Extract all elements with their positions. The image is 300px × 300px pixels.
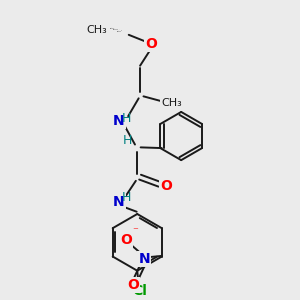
Text: N: N [113, 195, 124, 209]
Text: ⁻: ⁻ [132, 226, 138, 237]
Text: H: H [122, 191, 131, 204]
Text: H: H [123, 134, 132, 147]
Text: Cl: Cl [132, 284, 147, 298]
Text: N: N [113, 114, 124, 128]
Text: H: H [122, 112, 131, 125]
Text: CH₃: CH₃ [87, 25, 107, 35]
Text: methyl: methyl [118, 30, 123, 31]
Text: O: O [160, 178, 172, 193]
Text: methyl: methyl [116, 31, 121, 32]
Text: N: N [138, 252, 150, 266]
Text: methyl: methyl [110, 28, 115, 29]
Text: methyl2: methyl2 [113, 29, 119, 30]
Text: O: O [146, 37, 158, 51]
Text: CH₃: CH₃ [161, 98, 182, 108]
Text: O: O [127, 278, 139, 292]
Text: O: O [120, 233, 132, 247]
